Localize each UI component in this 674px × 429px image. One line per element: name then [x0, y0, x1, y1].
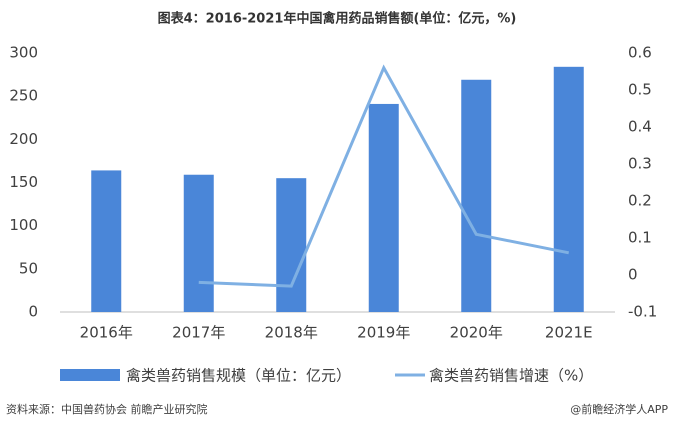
- x-tick-label: 2019年: [357, 324, 410, 342]
- x-tick-label: 2021E: [545, 324, 593, 342]
- bar: [276, 178, 307, 312]
- chart-title: 图表4：2016-2021年中国禽用药品销售额(单位：亿元，%): [158, 11, 517, 27]
- y-tick-label: 50: [19, 259, 38, 277]
- y2-tick-label: 0: [628, 266, 638, 284]
- bar: [368, 103, 399, 312]
- y-tick-label: 200: [9, 130, 38, 148]
- source: 资料来源：中国兽药协会 前瞻产业研究院: [6, 402, 208, 416]
- y2-tick-label: 0.1: [628, 229, 652, 247]
- legend-swatch: [60, 369, 120, 381]
- legend-label: 禽类兽药销售规模（单位：亿元）: [126, 367, 351, 385]
- y2-tick-label: 0.3: [628, 155, 652, 173]
- y-tick-label: 0: [28, 303, 38, 321]
- y-tick-label: 300: [9, 44, 38, 62]
- x-tick-label: 2017年: [172, 324, 225, 342]
- x-tick-label: 2018年: [265, 324, 318, 342]
- y2-tick-label: 0.5: [628, 81, 652, 99]
- x-tick-label: 2016年: [80, 324, 133, 342]
- y2-tick-label: -0.1: [628, 303, 657, 321]
- credit: @前瞻经济学人APP: [570, 402, 668, 416]
- y-tick-label: 250: [9, 87, 38, 105]
- y-tick-label: 150: [9, 173, 38, 191]
- line: [198, 64, 570, 288]
- x-tick-label: 2020年: [450, 324, 503, 342]
- bar: [461, 79, 492, 312]
- bar: [183, 174, 214, 312]
- y2-tick-label: 0.6: [628, 44, 652, 62]
- y-tick-label: 100: [9, 216, 38, 234]
- y2-tick-label: 0.4: [628, 118, 652, 136]
- bar: [91, 170, 122, 312]
- legend-label: 禽类兽药销售增速（%）: [429, 367, 593, 385]
- y2-tick-label: 0.2: [628, 192, 652, 210]
- bar: [553, 66, 584, 313]
